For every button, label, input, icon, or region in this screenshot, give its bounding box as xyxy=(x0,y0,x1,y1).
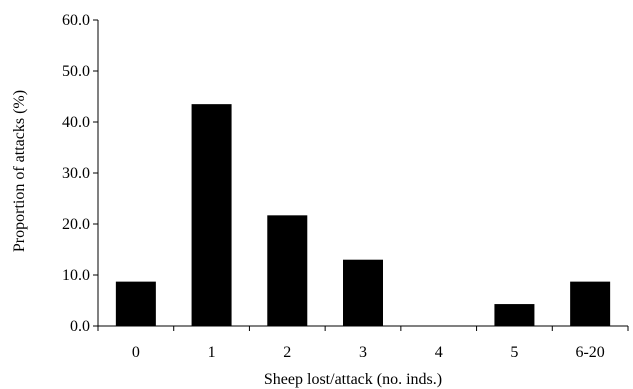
y-tick-label: 20.0 xyxy=(62,216,90,233)
y-tick-label: 50.0 xyxy=(62,63,90,80)
y-axis-tick-labels: 0.0 10.0 20.0 30.0 40.0 50.0 60.0 xyxy=(62,12,90,335)
x-tick-label: 3 xyxy=(359,344,367,361)
x-tick-label: 2 xyxy=(283,344,291,361)
bars xyxy=(115,104,611,327)
y-axis-ticks xyxy=(93,19,98,327)
bar xyxy=(191,104,232,327)
x-tick-label: 6-20 xyxy=(575,344,604,361)
bar xyxy=(494,304,535,326)
x-axis-title: Sheep lost/attack (no. inds.) xyxy=(264,371,442,388)
x-tick-label: 0 xyxy=(132,344,140,361)
x-axis-tick-labels: 0 1 2 3 4 5 6-20 xyxy=(132,344,605,361)
y-tick-label: 60.0 xyxy=(62,12,90,29)
y-tick-label: 30.0 xyxy=(62,165,90,182)
x-axis-ticks xyxy=(97,326,629,331)
bar xyxy=(343,259,383,326)
y-tick-label: 40.0 xyxy=(62,114,90,131)
bar xyxy=(115,281,156,326)
y-tick-label: 10.0 xyxy=(62,267,90,284)
x-tick-label: 1 xyxy=(208,344,216,361)
x-tick-label: 4 xyxy=(435,344,443,361)
bar xyxy=(570,281,611,326)
y-axis-title: Proportion of attacks (%) xyxy=(11,90,28,252)
bar xyxy=(267,215,308,326)
y-tick-label: 0.0 xyxy=(70,318,90,335)
x-tick-label: 5 xyxy=(510,344,518,361)
